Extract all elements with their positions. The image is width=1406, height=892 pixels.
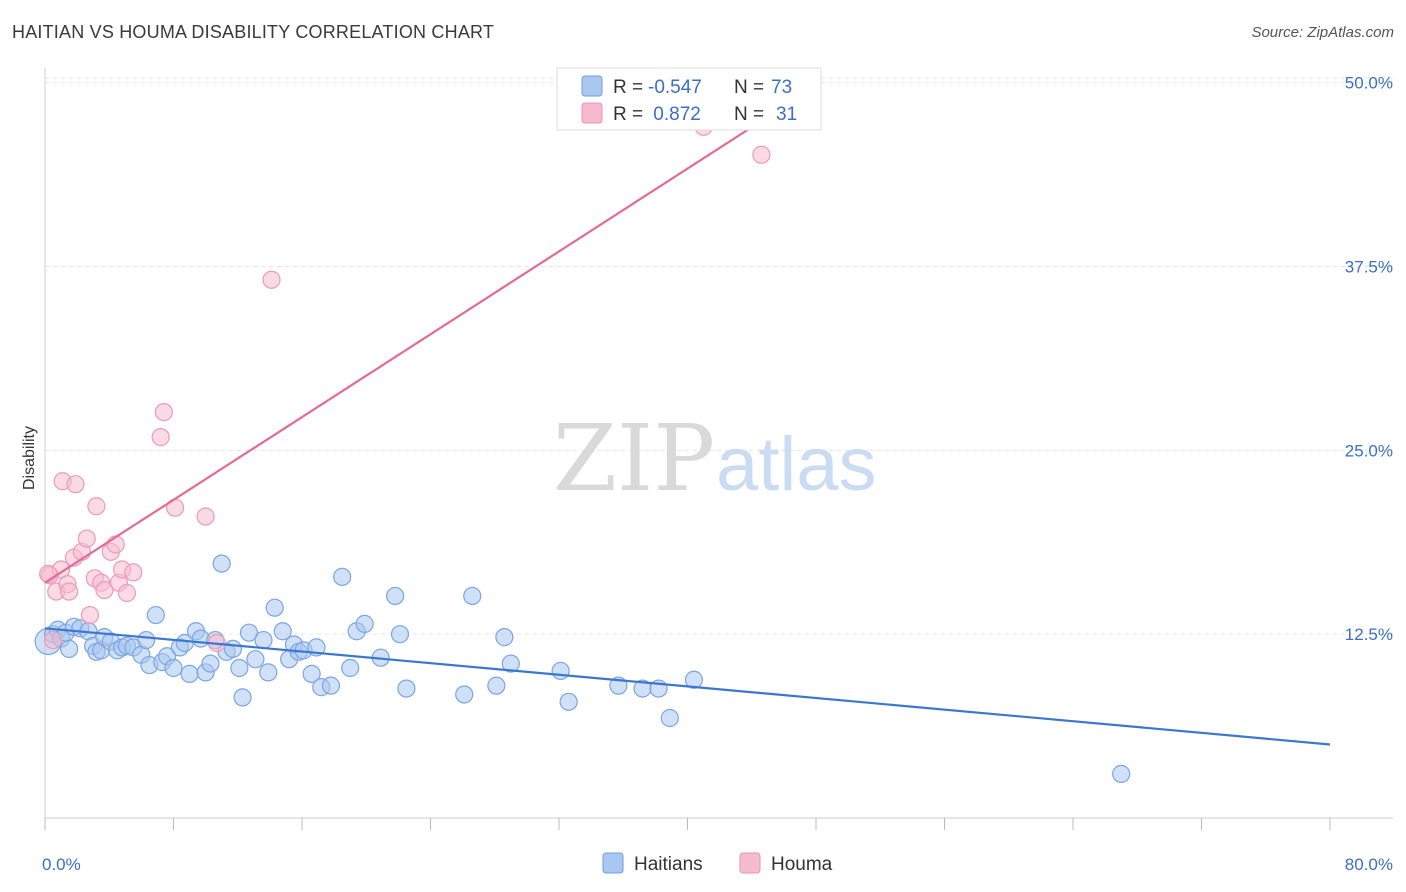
haitians-point-37 [233,688,252,707]
haitians-point-72 [1112,764,1131,783]
y-tick-label-3: 50.0% [1345,74,1393,93]
y-tick-labels: 12.5% 25.0% 37.5% 50.0% [1345,74,1393,644]
haitians-point-42 [265,598,284,617]
houma-point-17 [106,535,125,554]
haitians-point-70 [660,708,679,728]
haitians-point-21 [146,605,165,625]
houma-point-11 [80,605,100,625]
houma-point-23 [154,403,173,422]
chart-title: HAITIAN VS HOUMA DISABILITY CORRELATION … [12,22,495,42]
legend-top-r-label-1: R = [613,77,643,98]
haitians-point-61 [463,586,482,606]
haitians-point-35 [223,639,243,658]
haitians-point-64 [501,654,520,673]
legend-bottom-houma: Houma [771,854,833,875]
haitians-point-63 [495,628,514,647]
houma-trend-line [44,81,822,584]
haitians-point-52 [333,567,352,586]
legend-top-r-label-2: R = [613,104,643,125]
haitians-point-48 [302,664,321,683]
haitians-point-31 [201,654,220,673]
haitians-point-58 [390,625,410,644]
watermark-zip: ZIP [553,405,715,512]
legend-top: R = -0.547 N = 73 R = 0.872 N = 31 [556,67,822,131]
legend-top-n-value-2: 31 [776,104,797,125]
legend-top-r-value-2: 0.872 [648,104,701,125]
haitians-point-60 [455,685,474,704]
haitians-point-39 [246,650,265,669]
haitians-point-65 [551,661,570,681]
legend-bottom-haitians: Haitians [634,854,703,875]
trend-lines [44,81,1331,746]
x-tick-label-1: 80.0% [1345,855,1393,874]
y-axis-label: Disability [21,426,38,490]
houma-point-25 [196,507,215,526]
haitians-point-59 [397,679,416,698]
haitians-point-71 [684,670,704,689]
houma-point-29 [752,145,771,164]
haitians-point-38 [239,623,259,642]
watermark: ZIP atlas [553,405,877,512]
haitians-point-40 [254,630,273,650]
haitians-point-36 [230,658,249,678]
watermark-atlas: atlas [716,422,877,507]
legend-top-n-label-2: N = [734,104,764,125]
legend-top-n-label-1: N = [734,77,764,98]
haitians-point-53 [341,658,360,678]
x-tick-labels: 0.0% 80.0% [42,855,1393,874]
houma-point-22 [151,428,170,447]
y-tick-label-2: 37.5% [1345,258,1393,277]
haitians-point-24 [164,658,183,678]
legend-bottom-swatch-houma [739,852,761,874]
x-tick-label-0: 0.0% [42,855,81,874]
series-haitians [34,554,1131,783]
haitians-point-51 [321,676,341,695]
haitians-point-33 [212,554,231,573]
houma-point-21 [124,563,143,582]
haitians-trend-line [44,627,1331,746]
haitians-point-55 [355,614,374,633]
haitians-point-62 [487,676,506,695]
source-credit: Source: ZipAtlas.com [1251,24,1394,41]
houma-point-6 [59,582,79,601]
legend-top-r-value-1: -0.547 [648,77,702,98]
legend-bottom-swatch-haitians [602,852,624,874]
houma-point-15 [95,580,114,600]
legend-bottom: Haitians Houma [602,852,833,875]
legend-top-swatch-houma [581,102,603,124]
y-tick-label-1: 25.0% [1345,441,1393,460]
haitians-point-66 [559,692,578,711]
haitians-point-57 [386,586,405,606]
axes [44,68,1393,830]
houma-point-13 [87,497,106,516]
haitians-point-41 [259,663,278,682]
legend-top-n-value-1: 73 [771,77,792,98]
haitians-point-43 [273,622,292,641]
houma-point-1 [43,630,63,650]
series-houma [39,117,771,653]
haitians-point-19 [137,630,156,650]
haitians-point-27 [180,664,199,683]
legend-top-swatch-haitians [581,75,603,97]
haitians-point-5 [59,639,79,658]
grid-lines [45,77,1393,635]
houma-point-27 [262,270,281,289]
houma-point-8 [66,475,85,494]
houma-point-10 [77,529,96,548]
houma-point-20 [117,583,137,603]
y-tick-label-0: 12.5% [1345,625,1393,644]
